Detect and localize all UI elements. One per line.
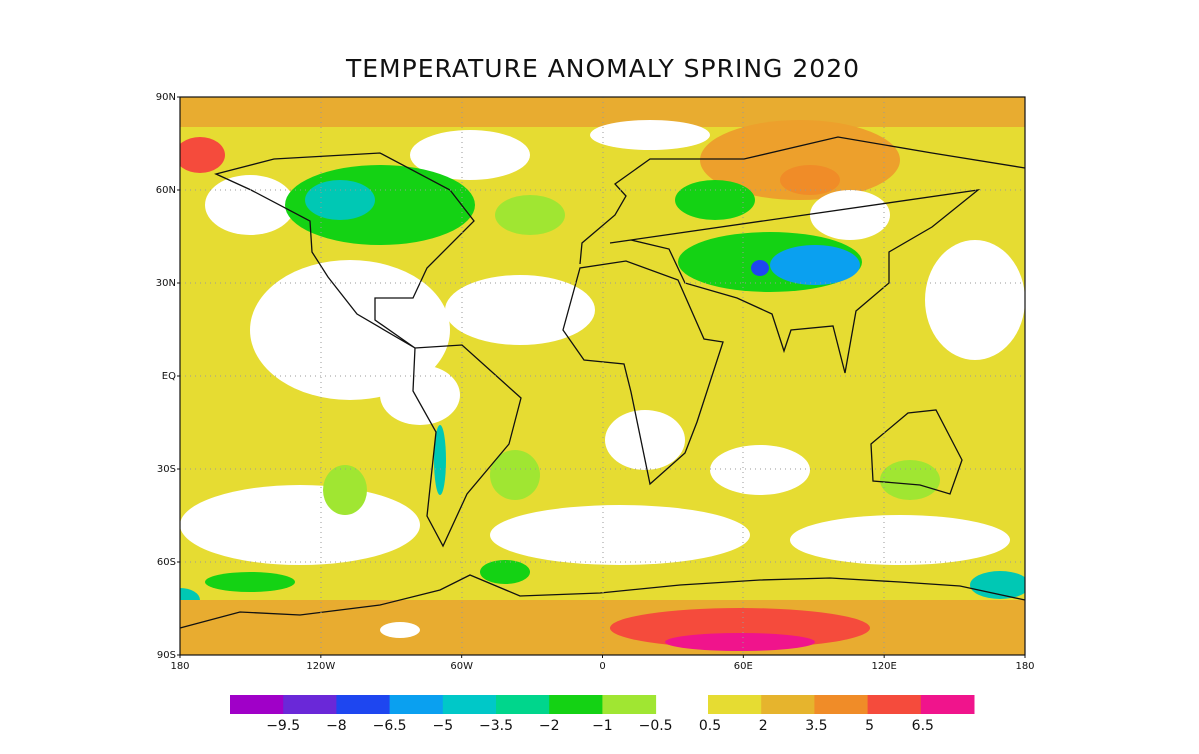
coastlines (179, 136, 1026, 629)
latitude-label: 60S (157, 557, 176, 568)
colorbar-swatch (761, 695, 815, 714)
title: TEMPERATURE ANOMALY SPRING 2020 (345, 54, 860, 83)
colorbar-swatch (867, 695, 922, 714)
colorbar-swatch (708, 695, 762, 714)
colorbar-label: 0.5 (699, 718, 721, 734)
colorbar-swatch (336, 695, 391, 714)
colorbar-swatch (389, 695, 444, 714)
colorbar-label: −3.5 (479, 718, 513, 734)
colorbar-label: 3.5 (805, 718, 827, 734)
longitude-label: 180 (1015, 661, 1034, 672)
colorbar-label: −6.5 (373, 718, 407, 734)
colorbar-label: 2 (759, 718, 768, 734)
colorbar: −9.5 −8 −6.5 −5 −3.5 −2 −1 −0.5 0.5 2 3.5 5 6.5 (230, 695, 975, 734)
colorbar-swatch (230, 695, 284, 714)
colorbar-label: −8 (326, 718, 347, 734)
latitude-label: 90S (157, 650, 176, 661)
colorbar-label: −5 (432, 718, 453, 734)
colorbar-label: −9.5 (266, 718, 300, 734)
graticule (180, 97, 1025, 655)
colorbar-label: −1 (592, 718, 613, 734)
colorbar-label: −0.5 (639, 718, 673, 734)
latitude-label: 60N (156, 185, 176, 196)
colorbar-swatch (283, 695, 337, 714)
latitude-label: 90N (156, 92, 176, 103)
colorbar-label: 6.5 (912, 718, 934, 734)
colorbar-swatch (549, 695, 603, 714)
colorbar-swatch (920, 695, 975, 714)
colorbar-swatch (496, 695, 550, 714)
longitude-label: 60W (450, 661, 473, 672)
longitude-label: 180 (170, 661, 189, 672)
longitude-label: 0 (599, 661, 605, 672)
longitude-label: 60E (734, 661, 753, 672)
latitude-label: 30N (156, 278, 176, 289)
colorbar-swatch (814, 695, 869, 714)
longitude-label: 120E (871, 661, 896, 672)
colorbar-swatch (602, 695, 657, 714)
colorbar-swatch (442, 695, 497, 714)
longitude-label: 120W (306, 661, 335, 672)
latitude-label: EQ (162, 371, 176, 382)
colorbar-label: −2 (539, 718, 560, 734)
latitude-label: 30S (157, 464, 176, 475)
colorbar-label: 5 (865, 718, 874, 734)
